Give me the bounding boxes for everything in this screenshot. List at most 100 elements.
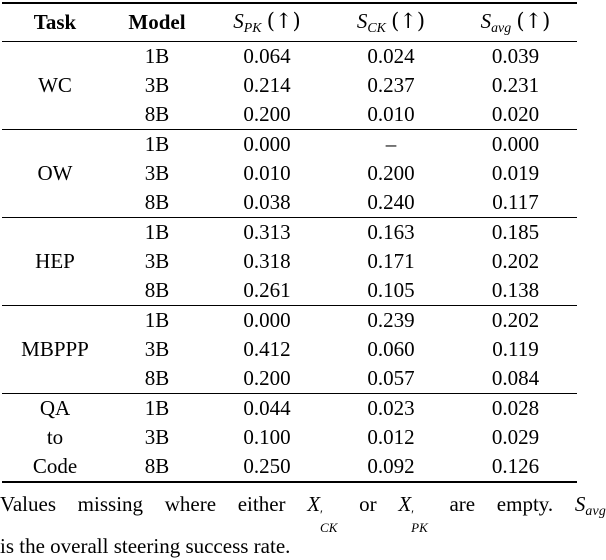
value-cell: 0.171 — [367, 248, 415, 273]
value-cell: 0.020 — [491, 101, 540, 126]
model-cell: 1B — [144, 395, 170, 420]
value-cell: 0.057 — [367, 365, 415, 390]
caption-line-2: is the overall steering success rate. — [0, 534, 291, 559]
results-table: Task Model SPK (↑) SCK (↑) Savg (↑) WC 1B… — [2, 2, 577, 483]
value-cell: 0.010 — [367, 101, 415, 126]
metric-symbol-spk: SPK — [233, 8, 262, 35]
table-header: Task Model SPK (↑) SCK (↑) Savg (↑) — [2, 3, 577, 41]
value-cell: 0.000 — [243, 131, 291, 156]
value-cell: 0.084 — [491, 365, 540, 390]
col-header-task: Task — [33, 9, 77, 34]
model-cell: 1B — [144, 307, 170, 332]
value-cell: 0.163 — [367, 219, 415, 244]
caption-line-1: Values missing where either X ′ CK or X ′ PK… — [0, 492, 606, 535]
value-cell: 0.105 — [367, 277, 415, 302]
metric-symbol-savg: Savg — [480, 8, 512, 35]
table-row: 8B 0.261 0.105 0.138 — [2, 276, 577, 306]
caption-text: or — [337, 491, 399, 516]
value-cell: 0.261 — [243, 277, 291, 302]
value-cell: 0.185 — [491, 219, 540, 244]
model-cell: 1B — [144, 43, 170, 68]
table-row: OW 1B 0.000 – 0.000 — [2, 129, 577, 185]
model-cell: 3B — [144, 160, 170, 185]
model-cell: 1B — [144, 131, 170, 156]
value-cell: 0.237 — [367, 72, 415, 97]
value-cell: 0.038 — [243, 189, 291, 214]
table-caption: Values missing where either X ′ CK or X ′ PK… — [0, 492, 606, 560]
table-row: QA to Code 1B 0.044 0.023 0.028 — [2, 393, 577, 478]
model-cell: 8B — [144, 365, 170, 390]
table-row: 8B 0.038 0.240 0.117 — [2, 188, 577, 218]
col-header-spk: SPK (↑) — [206, 3, 328, 41]
model-cell: 8B — [144, 453, 170, 478]
caption-text: Values missing where either — [0, 491, 308, 516]
math-var-xck: X ′ CK — [307, 491, 338, 535]
value-cell: 0.010 — [243, 160, 291, 185]
col-header-sck: SCK (↑) — [328, 3, 454, 41]
value-cell: 0.039 — [491, 43, 540, 68]
table-row: 8B 0.200 0.010 0.020 — [2, 100, 577, 130]
model-cell: 3B — [144, 248, 170, 273]
value-cell: 0.100 — [243, 424, 291, 449]
value-cell: 0.250 — [243, 453, 291, 478]
task-cell: WC — [38, 72, 72, 97]
value-cell: 0.200 — [243, 101, 291, 126]
table-row: 3B 0.318 0.171 0.202 — [2, 247, 577, 276]
value-cell: – — [385, 131, 397, 156]
up-arrow: (↑) — [516, 8, 551, 33]
table-row: 8B 0.200 0.057 0.084 — [2, 364, 577, 394]
header-row: Task Model SPK (↑) SCK (↑) Savg (↑) — [2, 3, 577, 41]
up-arrow: (↑) — [266, 8, 301, 33]
metric-symbol-sck: SCK — [356, 8, 386, 35]
value-cell: 0.019 — [491, 160, 540, 185]
model-cell: 3B — [144, 424, 170, 449]
task-cell: MBPPP — [21, 336, 89, 361]
table-row: 3B 0.214 0.237 0.231 — [2, 71, 577, 100]
table-row: HEP 1B 0.313 0.163 0.185 — [2, 217, 577, 273]
model-cell: 3B — [144, 336, 170, 361]
task-group: HEP 1B 0.313 0.163 0.185 3B 0.318 0.171 0.202 8B 0… — [2, 217, 577, 305]
value-cell: 0.023 — [367, 395, 415, 420]
value-cell: 0.202 — [491, 248, 540, 273]
table-row: 8B 0.250 0.092 0.126 — [2, 452, 577, 482]
task-cell: OW — [37, 160, 73, 185]
value-cell: 0.000 — [243, 307, 291, 332]
col-header-model: Model — [128, 9, 186, 34]
value-cell: 0.318 — [243, 248, 291, 273]
value-cell: 0.240 — [367, 189, 415, 214]
value-cell: 0.200 — [367, 160, 415, 185]
value-cell: 0.044 — [243, 395, 291, 420]
value-cell: 0.012 — [367, 424, 415, 449]
model-cell: 8B — [144, 277, 170, 302]
value-cell: 0.028 — [491, 395, 540, 420]
model-cell: 8B — [144, 101, 170, 126]
value-cell: 0.000 — [491, 131, 540, 156]
value-cell: 0.313 — [243, 219, 291, 244]
table-row: MBPPP 1B 0.000 0.239 0.202 — [2, 305, 577, 361]
value-cell: 0.060 — [367, 336, 415, 361]
value-cell: 0.138 — [491, 277, 540, 302]
value-cell: 0.029 — [491, 424, 540, 449]
task-group: OW 1B 0.000 – 0.000 3B 0.010 0.200 0.019 8B 0.038 0… — [2, 129, 577, 217]
col-header-savg: Savg (↑) — [454, 3, 577, 41]
value-cell: 0.214 — [243, 72, 291, 97]
value-cell: 0.117 — [492, 189, 539, 214]
table-row: 3B 0.100 0.012 0.029 — [2, 423, 577, 452]
model-cell: 3B — [144, 72, 170, 97]
task-group: QA to Code 1B 0.044 0.023 0.028 3B 0.100 0.012 0.0… — [2, 393, 577, 482]
caption-text: are empty. — [427, 491, 575, 516]
model-cell: 1B — [144, 219, 170, 244]
value-cell: 0.200 — [243, 365, 291, 390]
up-arrow: (↑) — [391, 8, 426, 33]
task-cell: HEP — [35, 248, 75, 273]
value-cell: 0.119 — [492, 336, 539, 361]
table-row: 3B 0.412 0.060 0.119 — [2, 335, 577, 364]
task-group: MBPPP 1B 0.000 0.239 0.202 3B 0.412 0.060 0.119 8… — [2, 305, 577, 393]
math-var-savg: Savg — [574, 491, 606, 518]
value-cell: 0.412 — [243, 336, 291, 361]
value-cell: 0.202 — [491, 307, 540, 332]
table-row: 3B 0.010 0.200 0.019 — [2, 159, 577, 188]
task-group: WC 1B 0.064 0.024 0.039 3B 0.214 0.237 0.231 8B 0.… — [2, 41, 577, 129]
value-cell: 0.024 — [367, 43, 415, 68]
